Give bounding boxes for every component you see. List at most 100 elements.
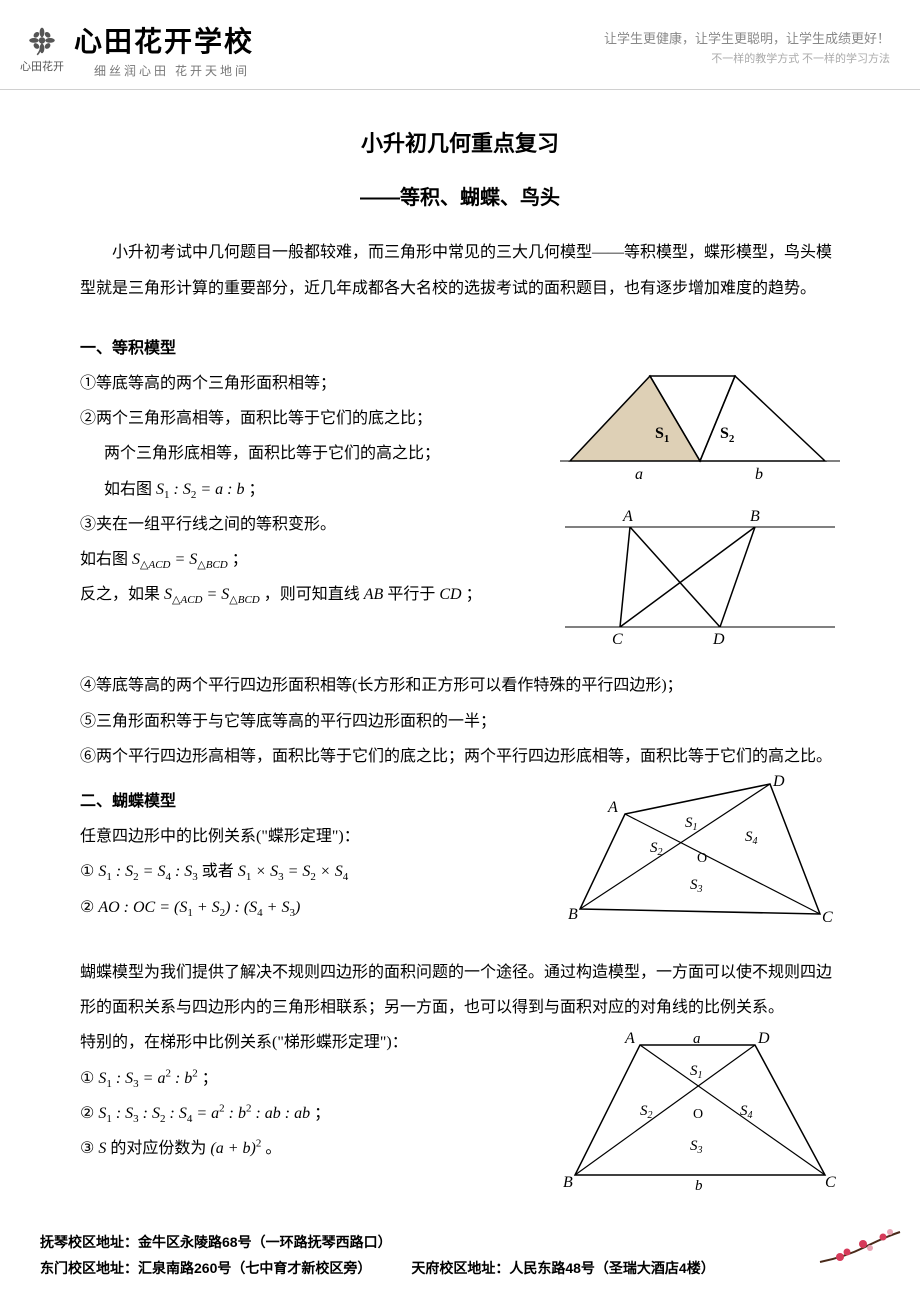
svg-text:S2: S2	[640, 1103, 653, 1121]
svg-text:C: C	[822, 909, 833, 926]
svg-text:S1: S1	[690, 1063, 703, 1081]
svg-text:D: D	[757, 1030, 770, 1047]
tf3-mid: 的对应份数为	[110, 1140, 210, 1157]
s1-p3b: 如右图 S△ACD = S△BCD ；	[80, 542, 540, 577]
section1-row: ①等底等高的两个三角形面积相等； ②两个三角形高相等，面积比等于它们的底之比； …	[80, 366, 840, 668]
formula-butterfly-1: S1 : S2 = S4 : S3	[98, 863, 197, 880]
figure-trapezoid-butterfly: A D B C a b O S1 S2 S3 S4	[560, 1025, 840, 1195]
svg-text:b: b	[695, 1178, 703, 1194]
section2-text2: 特别的，在梯形中比例关系("梯形蝶形定理")： ① S1 : S3 = a2 :…	[80, 1025, 540, 1216]
header-left: 心田花开 心田花开学校 细丝润心田 花开天地间	[20, 20, 254, 79]
content: 小升初几何重点复习 ——等积、蝴蝶、鸟头 小升初考试中几何题目一般都较难，而三角…	[0, 90, 920, 1237]
svg-text:A: A	[622, 508, 633, 525]
footer-addr2: 东门校区地址：汇泉南路260号（七中育才新校区旁）	[40, 1255, 371, 1282]
formula-trap-3b: (a + b)2	[210, 1140, 261, 1157]
s1-p3c-mid: ，则可知直线	[264, 586, 364, 603]
s2-p1: 任意四边形中的比例关系("蝶形定理")：	[80, 819, 540, 854]
logo-text: 心田花开	[20, 58, 64, 74]
s1-p5: ⑤三角形面积等于与它等底等高的平行四边形面积的一半；	[80, 704, 840, 739]
svg-text:a: a	[693, 1031, 701, 1047]
s1-p3c: 反之，如果 S△ACD = S△BCD ，则可知直线 AB 平行于 CD ；	[80, 577, 540, 612]
s1-p2c-post: ；	[248, 481, 264, 498]
section2-title: 二、蝴蝶模型	[80, 784, 540, 819]
formula-acd-bcd-2: S△ACD = S△BCD	[164, 586, 260, 603]
s2-formula2: ② AO : OC = (S1 + S2) : (S4 + S3)	[80, 890, 540, 925]
s2-p5: 特别的，在梯形中比例关系("梯形蝶形定理")：	[80, 1025, 540, 1060]
s1-p6: ⑥两个平行四边形高相等，面积比等于它们的底之比；两个平行四边形底相等，面积比等于…	[80, 739, 840, 774]
s2-or: 或者	[202, 863, 238, 880]
s1-p2b: 两个三角形底相等，面积比等于它们的高之比；	[80, 436, 540, 471]
page-footer: 抚琴校区地址：金牛区永陵路68号（一环路抚琴西路口） 东门校区地址：汇泉南路26…	[0, 1229, 920, 1282]
school-name: 心田花开学校	[74, 20, 254, 60]
svg-text:C: C	[825, 1174, 836, 1191]
svg-text:S3: S3	[690, 1138, 703, 1156]
tf1-post: ；	[202, 1070, 218, 1087]
footer-addr3: 天府校区地址：人民东路48号（圣瑞大酒店4楼）	[411, 1255, 714, 1282]
header-right: 让学生更健康，让学生更聪明，让学生成绩更好！ 不一样的教学方式 不一样的学习方法	[604, 28, 890, 66]
s1-p2c: 如右图 S1 : S2 = a : b ；	[80, 472, 540, 507]
page-header: 心田花开 心田花开学校 细丝润心田 花开天地间 让学生更健康，让学生更聪明，让学…	[0, 0, 920, 90]
s2-formula1: ① S1 : S2 = S4 : S3 或者 S1 × S3 = S2 × S4	[80, 854, 540, 889]
flower-logo-icon	[26, 26, 58, 58]
svg-text:S4: S4	[745, 829, 758, 847]
s1-ab: AB	[364, 586, 384, 603]
section1-title: 一、等积模型	[80, 331, 840, 366]
slogan-2: 不一样的教学方式 不一样的学习方法	[604, 50, 890, 66]
school-name-block: 心田花开学校 细丝润心田 花开天地间	[74, 20, 254, 79]
s1-p2c-pre: 如右图	[104, 481, 156, 498]
s1-p3b-post: ；	[232, 551, 248, 568]
s2-trapezoid-f2: ② S1 : S3 : S2 : S4 = a2 : b2 : ab : ab …	[80, 1096, 540, 1131]
section1-text: ①等底等高的两个三角形面积相等； ②两个三角形高相等，面积比等于它们的底之比； …	[80, 366, 540, 668]
s1-p4: ④等底等高的两个平行四边形面积相等(长方形和正方形可以看作特殊的平行四边形)；	[80, 668, 840, 703]
slogan-1: 让学生更健康，让学生更聪明，让学生成绩更好！	[604, 28, 890, 47]
svg-text:O: O	[697, 851, 707, 866]
s2-trapezoid-f3: ③ S 的对应份数为 (a + b)2 。	[80, 1131, 540, 1166]
svg-text:B: B	[568, 906, 578, 923]
formula-butterfly-1b: S1 × S3 = S2 × S4	[238, 863, 348, 880]
s2-f2-num: ②	[80, 899, 98, 916]
footer-line2: 东门校区地址：汇泉南路260号（七中育才新校区旁） 天府校区地址：人民东路48号…	[40, 1255, 880, 1282]
figure-butterfly-quad: A D B C O S1 S2 S3 S4	[560, 774, 840, 934]
s1-p3b-pre: 如右图	[80, 551, 132, 568]
s2-trapezoid-f1: ① S1 : S3 = a2 : b2 ；	[80, 1061, 540, 1096]
s1-p3c-pre: 反之，如果	[80, 586, 164, 603]
s2-p4: 蝴蝶模型为我们提供了解决不规则四边形的面积问题的一个途径。通过构造模型，一方面可…	[80, 955, 840, 1025]
formula-trap-3a: S	[98, 1140, 106, 1157]
svg-text:B: B	[750, 508, 760, 525]
section1-figures: S1 S2 a b A B C D	[560, 366, 840, 668]
svg-text:A: A	[607, 799, 618, 816]
tf3-post: 。	[265, 1140, 281, 1157]
svg-text:b: b	[755, 466, 763, 483]
sub-title: ——等积、蝴蝶、鸟头	[80, 176, 840, 220]
s1-p3c-mid2: 平行于	[387, 586, 439, 603]
school-sub: 细丝润心田 花开天地间	[94, 62, 254, 79]
tf2-post: ；	[314, 1105, 330, 1122]
svg-text:D: D	[712, 631, 725, 647]
formula-butterfly-2: AO : OC = (S1 + S2) : (S4 + S3)	[98, 899, 300, 916]
intro-paragraph: 小升初考试中几何题目一般都较难，而三角形中常见的三大几何模型——等积模型，蝶形模…	[80, 235, 840, 305]
formula-acd-bcd: S△ACD = S△BCD	[132, 551, 228, 568]
section2-row2: 特别的，在梯形中比例关系("梯形蝶形定理")： ① S1 : S3 = a2 :…	[80, 1025, 840, 1216]
svg-text:S2: S2	[720, 425, 735, 445]
formula-s1s2: S1 : S2 = a : b	[156, 481, 244, 498]
figure-parallel-lines: A B C D	[560, 507, 840, 647]
svg-text:S2: S2	[650, 840, 663, 858]
section2-row1: 二、蝴蝶模型 任意四边形中的比例关系("蝶形定理")： ① S1 : S2 = …	[80, 774, 840, 955]
svg-text:a: a	[635, 466, 643, 483]
tf1-num: ①	[80, 1070, 98, 1087]
figure-equal-area-triangles: S1 S2 a b	[560, 366, 840, 486]
blossom-decoration-icon	[815, 1222, 905, 1272]
s1-cd: CD	[439, 586, 461, 603]
s1-p2: ②两个三角形高相等，面积比等于它们的底之比；	[80, 401, 540, 436]
footer-addr1: 抚琴校区地址：金牛区永陵路68号（一环路抚琴西路口）	[40, 1229, 880, 1256]
section2-text1: 二、蝴蝶模型 任意四边形中的比例关系("蝶形定理")： ① S1 : S2 = …	[80, 774, 540, 955]
formula-trap-1: S1 : S3 = a2 : b2	[98, 1070, 197, 1087]
svg-text:C: C	[612, 631, 623, 647]
s1-p1: ①等底等高的两个三角形面积相等；	[80, 366, 540, 401]
svg-text:D: D	[772, 774, 785, 790]
s2-f1-num: ①	[80, 863, 98, 880]
svg-text:A: A	[624, 1030, 635, 1047]
svg-text:S3: S3	[690, 877, 703, 895]
tf2-num: ②	[80, 1105, 98, 1122]
section2-figure2: A D B C a b O S1 S2 S3 S4	[560, 1025, 840, 1216]
